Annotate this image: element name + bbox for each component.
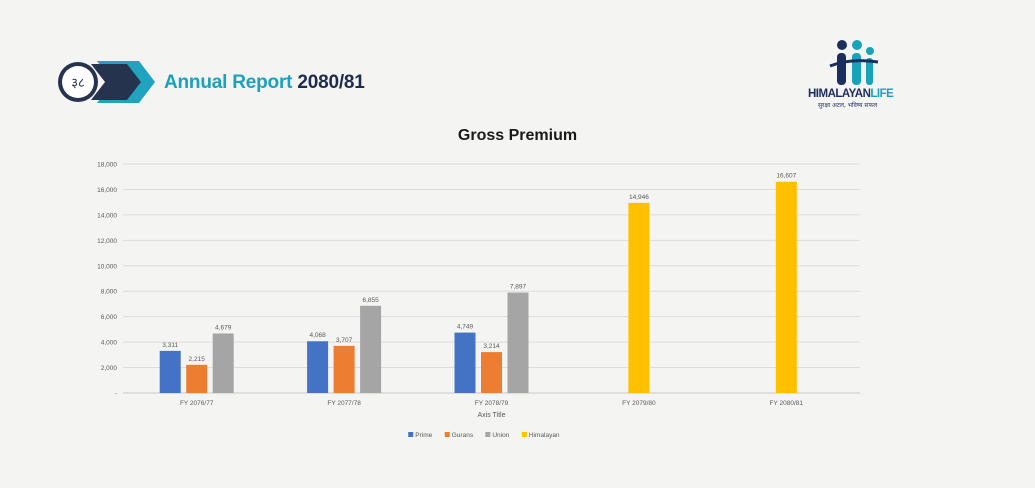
y-tick-label: 16,000 (97, 187, 117, 194)
data-label: 3,214 (483, 343, 500, 350)
x-tick-label: FY 2078/79 (475, 400, 509, 407)
y-tick-label: 14,000 (97, 212, 117, 219)
x-tick-label: FY 2077/78 (327, 400, 361, 407)
x-tick-label: FY 2079/80 (622, 400, 656, 407)
y-tick-label: 12,000 (97, 238, 117, 245)
x-tick-label: FY 2080/81 (770, 400, 804, 407)
chart-title: Gross Premium (457, 127, 578, 144)
report-year: 2080/81 (297, 72, 365, 93)
legend-label-himalayan: Himalayan (529, 432, 560, 439)
logo-figure-head-2 (852, 40, 862, 50)
data-label: 4,068 (309, 332, 326, 339)
y-tick-label: 18,000 (97, 162, 117, 169)
data-label: 3,311 (162, 342, 178, 349)
logo-name-suffix: LIFE (870, 88, 894, 100)
bar-himalayan (628, 202, 650, 393)
y-tick-label: 4,000 (101, 340, 118, 347)
y-tick-label: 8,000 (101, 289, 118, 296)
logo-name: HIMALAYAN (808, 88, 871, 100)
bar-gurans (186, 364, 208, 393)
bar-gurans (333, 345, 355, 393)
bar-union (212, 333, 234, 393)
page-number: ३८ (71, 76, 85, 91)
data-label: 16,607 (776, 173, 796, 180)
bar-himalayan (775, 181, 797, 393)
bar-gurans (481, 352, 502, 393)
page-number-badge: ३८ (58, 61, 155, 103)
data-label: 4,749 (457, 324, 474, 331)
page-header: ३८ Annual Report 2080/81 HIMALAYANLIFE स… (0, 0, 1035, 120)
bar-union (507, 292, 529, 393)
data-label: 6,855 (362, 297, 379, 304)
bar-prime (159, 350, 181, 393)
badge-circle-inner (62, 66, 94, 98)
logo-figure-body-3 (866, 58, 873, 85)
logo-figure-head-1 (837, 40, 847, 50)
logo-figure-head-3 (866, 47, 874, 55)
legend-label-gurans: Gurans (452, 432, 474, 439)
y-tick-label: 2,000 (101, 365, 118, 372)
report-title-text: Annual Report (164, 72, 293, 93)
himalayan-life-logo (829, 40, 879, 85)
logo-wordmark: HIMALAYANLIFE (808, 88, 894, 100)
data-label: 3,707 (336, 337, 353, 344)
data-label: 4,679 (215, 324, 232, 331)
logo-swoosh (829, 59, 879, 68)
report-title: Annual Report 2080/81 (164, 72, 365, 94)
x-axis-title: Axis Title (477, 412, 505, 419)
logo-tagline: सुरक्षा अटल, भविष्य सफल (818, 102, 878, 109)
bar-union (360, 305, 382, 393)
bar-prime (307, 341, 329, 393)
legend-swatch-himalayan (521, 432, 527, 437)
y-tick-label: - (115, 391, 117, 398)
x-tick-label: FY 2076/77 (180, 400, 214, 407)
legend-label-union: Union (492, 432, 509, 439)
data-label: 14,946 (629, 194, 649, 201)
legend-swatch-gurans (444, 432, 450, 437)
y-tick-label: 6,000 (101, 314, 118, 321)
legend-label-prime: Prime (415, 432, 432, 439)
legend-swatch-union (485, 432, 491, 437)
badge-chevron-inner (91, 64, 141, 100)
data-label: 7,897 (510, 284, 527, 291)
legend-swatch-prime (408, 432, 414, 437)
data-label: 2,215 (189, 356, 206, 363)
bar-prime (454, 332, 476, 393)
y-tick-label: 10,000 (97, 263, 117, 270)
